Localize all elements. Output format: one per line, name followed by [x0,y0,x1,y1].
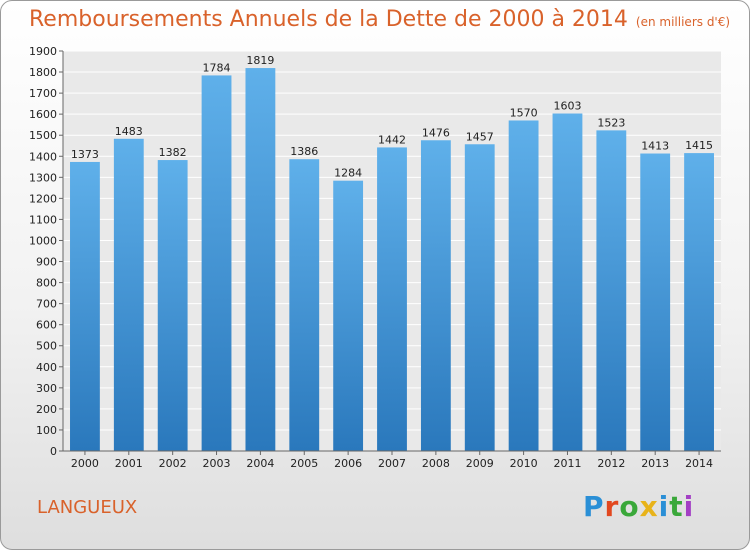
x-tick-label-2014: 2014 [685,457,713,470]
bar-2007 [377,147,407,451]
x-tick-label-2006: 2006 [334,457,362,470]
x-tick-label-2001: 2001 [115,457,143,470]
commune-name: LANGUEUX [37,497,138,518]
x-tick-label-2008: 2008 [422,457,450,470]
y-tick-label: 700 [36,298,57,311]
logo-letter: r [604,490,620,523]
value-label-2005: 1386 [290,145,318,158]
x-tick-label-2013: 2013 [641,457,669,470]
x-tick-label-2005: 2005 [290,457,318,470]
y-tick-label: 1700 [29,87,57,100]
value-label-2000: 1373 [71,148,99,161]
chart-title: Remboursements Annuels de la Dette de 20… [29,7,730,32]
bars [70,68,714,452]
value-label-2014: 1415 [685,139,713,152]
bar-2014 [684,153,714,451]
y-tick-label: 1300 [29,171,57,184]
logo-letter: i [658,490,670,523]
proxiti-logo: Proxiti [583,490,694,523]
bar-2003 [201,75,232,451]
logo-letter: i [683,490,695,523]
logo-letter: P [583,490,605,523]
bar-2012 [596,130,627,452]
bar-2013 [640,153,671,452]
y-tick-label: 0 [50,445,57,458]
value-label-2004: 1819 [246,54,274,67]
y-tick-label: 900 [36,256,57,269]
value-label-2012: 1523 [597,116,625,129]
y-tick-label: 800 [36,277,57,290]
x-axis-ticks: 2000 2001 2002 2003 2004 2005 2006 2007 2008 2009… [71,451,713,470]
x-tick-label-2002: 2002 [159,457,187,470]
y-tick-label: 200 [36,403,57,416]
y-tick-label: 400 [36,361,57,374]
value-label-2010: 1570 [510,106,538,119]
x-tick-label-2010: 2010 [510,457,538,470]
bar-2009 [464,144,495,451]
y-axis-ticks: 0 100 200 300 400 500 600 700 800 900 1000 1100 1200… [29,45,63,458]
y-tick-label: 500 [36,340,57,353]
y-tick-label: 300 [36,382,57,395]
value-label-2008: 1476 [422,126,450,139]
value-labels: 1373 1483 1382 1784 1819 1386 1284 1442 1476 1457… [71,54,713,180]
value-label-2003: 1784 [203,61,231,74]
y-tick-label: 1100 [29,213,57,226]
x-tick-label-2000: 2000 [71,457,99,470]
y-tick-label: 1600 [29,108,57,121]
value-label-2013: 1413 [641,140,669,153]
y-tick-label: 100 [36,424,57,437]
bar-2005 [289,159,320,452]
x-tick-label-2003: 2003 [203,457,231,470]
y-tick-label: 1500 [29,129,57,142]
value-label-2002: 1382 [159,146,187,159]
value-label-2006: 1284 [334,167,362,180]
bar-2001 [113,138,144,451]
value-label-2001: 1483 [115,125,143,138]
x-tick-label-2009: 2009 [466,457,494,470]
chart-subtitle: (en milliers d'€) [635,15,731,29]
x-tick-label-2012: 2012 [597,457,625,470]
logo-letter: o [619,490,640,523]
logo-letter: x [639,490,659,523]
y-tick-label: 1900 [29,45,57,58]
value-label-2011: 1603 [553,100,581,113]
bar-2010 [508,120,539,451]
logo-letter: t [669,490,684,523]
y-tick-label: 1400 [29,150,57,163]
x-tick-label-2011: 2011 [553,457,581,470]
value-label-2007: 1442 [378,133,406,146]
chart-title-text: Remboursements Annuels de la Dette de 20… [29,7,628,32]
y-tick-label: 1800 [29,66,57,79]
bar-2008 [420,140,451,451]
bar-2011 [552,113,583,452]
value-label-2009: 1457 [466,130,494,143]
x-tick-label-2007: 2007 [378,457,406,470]
bar-2002 [157,160,188,452]
y-tick-label: 1000 [29,234,57,247]
bar-2000 [70,161,100,451]
y-tick-label: 600 [36,319,57,332]
bar-2006 [333,180,364,451]
bar-2004 [245,68,276,451]
y-tick-label: 1200 [29,192,57,205]
x-tick-label-2004: 2004 [246,457,274,470]
